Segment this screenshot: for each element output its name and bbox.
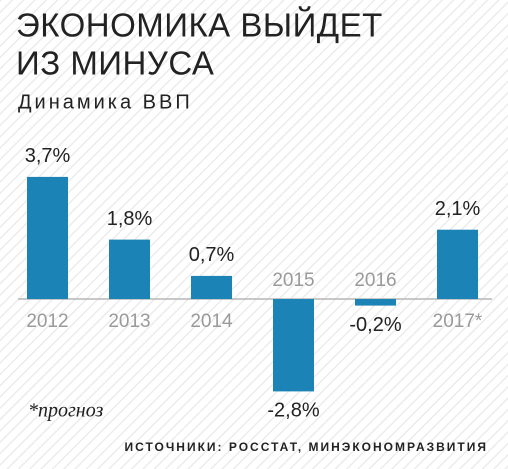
chart-subtitle: Динамика ВВП <box>18 91 193 113</box>
bar <box>109 239 150 299</box>
bar <box>355 299 396 306</box>
chart-title: ЭКОНОМИКА ВЫЙДЕТ <box>16 7 383 44</box>
value-label: 1,8% <box>107 208 153 230</box>
bar <box>437 229 478 299</box>
value-label: 0,7% <box>189 244 235 266</box>
bar <box>27 176 68 299</box>
source: ИСТОЧНИКИ: РОССТАТ, МИНЭКОНОМРАЗВИТИЯ <box>125 440 489 454</box>
bar <box>191 275 232 299</box>
value-label: 2,1% <box>435 198 481 220</box>
note: *прогноз <box>28 400 103 422</box>
chart-title: ИЗ МИНУСА <box>16 45 214 82</box>
x-tick-label: 2016 <box>354 270 396 291</box>
x-tick-label: 2017* <box>433 311 483 332</box>
value-label: 3,7% <box>25 145 71 167</box>
x-tick-label: 2014 <box>190 311 233 332</box>
x-tick-label: 2012 <box>26 311 68 332</box>
value-label: -2,8% <box>267 400 319 422</box>
bar <box>273 299 314 392</box>
x-tick-label: 2013 <box>108 311 150 332</box>
value-label: -0,2% <box>349 314 401 336</box>
x-tick-label: 2015 <box>272 270 314 291</box>
